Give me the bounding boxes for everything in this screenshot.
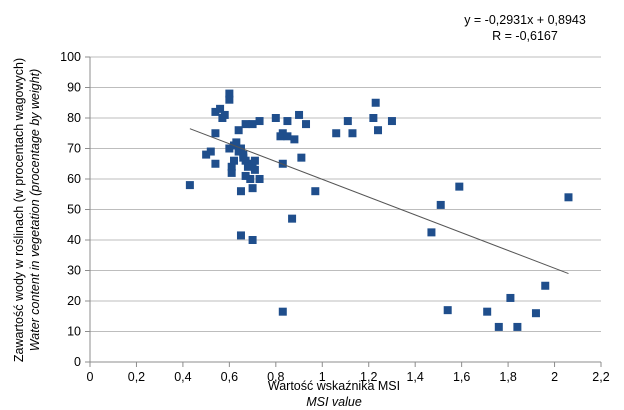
data-point bbox=[531, 309, 540, 318]
x-tick-label: 0 bbox=[87, 370, 94, 384]
y-tick-label: 50 bbox=[67, 203, 81, 217]
data-point bbox=[506, 293, 515, 302]
data-point bbox=[494, 322, 503, 331]
x-axis-title-english: MSI value bbox=[306, 395, 362, 409]
data-point bbox=[206, 147, 215, 156]
data-point bbox=[443, 306, 452, 315]
x-tick-label: 0,8 bbox=[267, 370, 284, 384]
gridlines bbox=[90, 56, 601, 332]
data-point bbox=[371, 98, 380, 107]
data-point bbox=[369, 114, 378, 122]
data-point bbox=[225, 95, 234, 104]
data-point bbox=[236, 231, 245, 240]
data-point bbox=[283, 117, 292, 126]
y-axis-title: Zawartość wody w roślinach (w procentach… bbox=[12, 58, 26, 362]
data-point bbox=[230, 156, 239, 165]
y-tick-label: 40 bbox=[67, 233, 81, 247]
y-tick-label: 0 bbox=[74, 355, 81, 369]
data-point bbox=[220, 110, 229, 119]
data-point bbox=[374, 126, 383, 135]
trendline-r-value: R = -0,6167 bbox=[492, 29, 558, 43]
data-point bbox=[250, 156, 259, 165]
data-point bbox=[483, 307, 492, 316]
data-point bbox=[311, 187, 320, 196]
data-point bbox=[211, 159, 220, 168]
data-point bbox=[427, 228, 436, 237]
y-tick-label: 60 bbox=[67, 172, 81, 186]
x-tick-label: 0,6 bbox=[221, 370, 238, 384]
data-point bbox=[288, 214, 297, 223]
data-point bbox=[227, 168, 236, 177]
x-tick-label: 1,2 bbox=[360, 370, 377, 384]
axes bbox=[85, 56, 602, 367]
data-point bbox=[234, 126, 243, 135]
data-point bbox=[387, 117, 396, 126]
data-point bbox=[236, 187, 245, 196]
data-point bbox=[290, 135, 299, 144]
data-point bbox=[302, 120, 311, 129]
y-tick-label: 70 bbox=[67, 142, 81, 156]
data-point bbox=[185, 181, 194, 190]
data-point bbox=[227, 162, 236, 171]
data-point bbox=[343, 117, 352, 126]
data-point bbox=[248, 184, 257, 193]
data-point bbox=[295, 110, 304, 119]
x-tick-label: 0,4 bbox=[174, 370, 191, 384]
trendline-group bbox=[189, 128, 569, 275]
data-point bbox=[243, 162, 252, 171]
data-point bbox=[248, 120, 257, 129]
y-tick-label: 20 bbox=[67, 294, 81, 308]
data-point bbox=[297, 153, 306, 162]
x-tick-label: 0,2 bbox=[128, 370, 145, 384]
data-point bbox=[216, 104, 225, 113]
data-point bbox=[241, 171, 250, 180]
y-tick-labels: 0 10 20 30 40 50 60 70 80 90 100 bbox=[60, 50, 81, 369]
data-point bbox=[250, 165, 259, 174]
y-tick-label: 90 bbox=[67, 81, 81, 95]
data-point bbox=[202, 150, 211, 159]
trendline-equation: y = -0,2931x + 0,8943 bbox=[464, 13, 586, 27]
x-tick-labels: 0 0,2 0,4 0,6 0,8 1 1,2 1,4 1,6 1,8 2 2,2 bbox=[87, 370, 610, 384]
data-point bbox=[211, 107, 220, 116]
data-point bbox=[255, 175, 264, 183]
y-tick-label: 10 bbox=[67, 325, 81, 339]
x-tick-label: 1,4 bbox=[406, 370, 423, 384]
x-tick-label: 1 bbox=[319, 370, 326, 384]
data-point bbox=[283, 132, 292, 141]
data-point bbox=[211, 129, 220, 138]
data-point bbox=[278, 307, 287, 316]
x-tick-label: 2 bbox=[551, 370, 558, 384]
x-tick-label: 2,2 bbox=[592, 370, 609, 384]
data-points bbox=[185, 89, 573, 331]
data-point bbox=[241, 120, 250, 129]
data-point bbox=[225, 89, 234, 98]
y-tick-label: 100 bbox=[60, 50, 81, 64]
data-point bbox=[255, 117, 264, 126]
trendline bbox=[189, 128, 569, 275]
data-point bbox=[513, 322, 522, 331]
data-point bbox=[271, 114, 280, 122]
x-tick-label: 1,6 bbox=[453, 370, 470, 384]
x-axis-title: Wartość wskaźnika MSI bbox=[268, 379, 400, 393]
data-point bbox=[278, 129, 287, 138]
y-axis-title-english: Water content in vegetation (procentage … bbox=[28, 69, 42, 352]
data-point bbox=[436, 200, 445, 209]
data-point bbox=[246, 175, 255, 183]
x-tick-label: 1,8 bbox=[499, 370, 516, 384]
y-tick-label: 80 bbox=[67, 111, 81, 125]
data-point bbox=[455, 182, 464, 191]
data-point bbox=[232, 138, 241, 147]
data-point bbox=[248, 236, 257, 244]
y-tick-label: 30 bbox=[67, 264, 81, 278]
data-point bbox=[241, 156, 250, 165]
data-point bbox=[541, 281, 550, 290]
data-point bbox=[348, 129, 357, 138]
data-point bbox=[225, 144, 234, 153]
data-point bbox=[332, 129, 341, 138]
data-point bbox=[564, 193, 573, 202]
